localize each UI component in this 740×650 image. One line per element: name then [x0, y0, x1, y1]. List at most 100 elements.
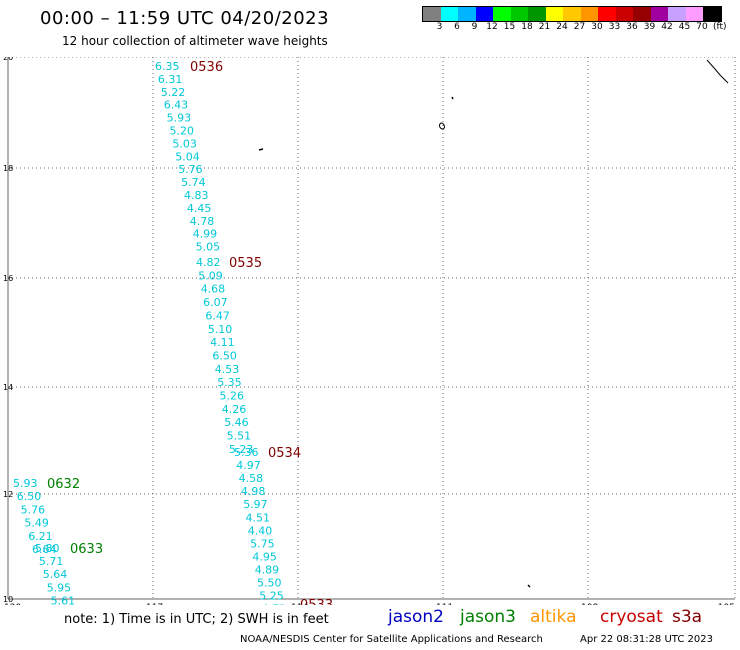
legend-item-s3a: s3a: [672, 607, 703, 627]
longitude-tick-label: -114: [288, 603, 309, 605]
wave-height-label: 5.97: [243, 498, 268, 511]
scale-label: 12: [486, 22, 498, 32]
color-scale-labels: 3 6 9 12 15 18 21 24 27 30 33 36 39 42 45 70: [422, 22, 740, 34]
altimeter-track: 5.364.974.584.985.974.514.405.754.954.89…: [234, 446, 301, 605]
wave-height-label: 4.78: [190, 215, 215, 228]
wave-height-label: 5.46: [224, 416, 249, 429]
color-scale-bar: [422, 6, 722, 22]
wave-height-label: 4.82: [196, 256, 221, 269]
scale-label: 15: [503, 22, 516, 32]
wave-height-map: -120 -117 -114 -111 -108 -105 20 18 16 14 12 10 6.3…: [1, 57, 736, 605]
longitude-tick-label: -108: [578, 603, 599, 605]
latitude-tick-label: 16: [3, 274, 13, 283]
altimeter-track: 0533: [300, 598, 333, 605]
wave-height-label: 5.76: [21, 503, 45, 516]
scale-label: 3: [436, 22, 443, 32]
wave-height-label: 5.51: [227, 430, 252, 443]
scale-swatch: [440, 7, 458, 21]
wave-height-label: 5.20: [170, 125, 195, 138]
wave-height-label: 4.68: [201, 283, 226, 296]
scale-label: 70: [696, 22, 708, 32]
color-scale-unit: (ft): [713, 22, 727, 32]
wave-height-label: 5.04: [175, 150, 200, 163]
wave-height-label: 5.09: [198, 269, 223, 282]
scale-label: 21: [538, 22, 551, 32]
altimeter-track: 5.936.505.765.496.216.64 0632: [13, 477, 80, 556]
longitude-tick-label: -120: [1, 603, 22, 605]
wave-height-label: 6.47: [205, 309, 230, 322]
track-time-label: 0536: [190, 60, 223, 75]
wave-height-label: 5.26: [220, 390, 245, 403]
scale-swatch: [475, 7, 493, 21]
wave-height-label: 6.50: [17, 490, 42, 503]
wave-height-label: 5.74: [181, 176, 206, 189]
scale-swatch: [493, 7, 511, 21]
latitude-tick-label: 10: [3, 595, 13, 604]
track-time-label: 0535: [229, 256, 262, 271]
scale-swatch: [528, 7, 546, 21]
wave-height-label: 5.36: [234, 446, 259, 459]
wave-height-label: 4.58: [239, 472, 264, 485]
wave-height-label: 5.25: [259, 590, 284, 603]
scale-label: 30: [591, 22, 603, 32]
wave-height-label: 5.75: [250, 537, 275, 550]
altimeter-track: 4.825.094.686.076.475.104.116.504.535.35…: [196, 256, 262, 456]
wave-height-label: 5.61: [51, 594, 76, 605]
wave-height-label: 6.64: [32, 543, 57, 556]
wave-height-label: 6.43: [164, 99, 189, 112]
scale-swatch: [458, 7, 476, 21]
altimeter-tracks: 6.356.315.226.435.935.205.035.045.765.74…: [13, 60, 333, 605]
map-subtitle: 12 hour collection of altimeter wave hei…: [62, 34, 328, 48]
track-time-label: 0633: [70, 542, 103, 557]
wave-height-label: 4.72: [262, 603, 287, 605]
wave-height-label: 4.98: [241, 485, 266, 498]
scale-label: 36: [626, 22, 638, 32]
credit-line: NOAA/NESDIS Center for Satellite Applica…: [240, 634, 543, 645]
scale-swatch: [510, 7, 528, 21]
scale-label: 33: [608, 22, 621, 32]
wave-height-label: 4.89: [255, 564, 280, 577]
axis-tick-labels: -120 -117 -114 -111 -108 -105 20 18 16 14 12 10: [1, 57, 735, 605]
scale-label: 24: [556, 22, 568, 32]
track-time-label: 0534: [268, 446, 301, 461]
scale-swatch: [615, 7, 633, 21]
coastline: [258, 59, 729, 588]
wave-height-label: 5.50: [257, 577, 282, 590]
scale-swatch: [580, 7, 598, 21]
scale-label: 6: [454, 22, 460, 32]
wave-height-label: 5.23: [229, 443, 254, 456]
wave-height-label: 5.03: [172, 137, 197, 150]
wave-height-label: 6.31: [158, 73, 183, 86]
scale-label: 9: [471, 22, 478, 32]
scale-swatch: [703, 7, 721, 21]
latitude-tick-label: 14: [3, 383, 13, 392]
latitude-tick-label: 12: [3, 490, 13, 499]
legend-item-jason3: jason3: [460, 607, 516, 627]
scale-label: 27: [573, 22, 586, 32]
latitude-tick-label: 20: [3, 57, 13, 62]
wave-height-label: 4.99: [193, 228, 218, 241]
wave-height-label: 4.26: [222, 403, 247, 416]
scale-label: 18: [521, 22, 533, 32]
scale-label: 42: [661, 22, 673, 32]
scale-swatch: [685, 7, 703, 21]
scale-swatch: [423, 7, 441, 21]
wave-height-label: 5.76: [178, 163, 203, 176]
wave-height-label: 5.93: [13, 477, 38, 490]
wave-height-label: 6.50: [212, 349, 237, 362]
wave-height-label: 5.10: [208, 323, 233, 336]
wave-height-label: 4.11: [210, 336, 235, 349]
latitude-tick-label: 18: [3, 164, 13, 173]
scale-swatch: [633, 7, 651, 21]
wave-height-label: 5.71: [39, 555, 64, 568]
wave-height-label: 5.05: [196, 241, 221, 254]
map-grid: [7, 57, 736, 600]
scale-swatch: [650, 7, 668, 21]
wave-height-label: 4.97: [236, 459, 260, 472]
wave-height-label: 6.07: [203, 296, 228, 309]
scale-swatch: [598, 7, 616, 21]
wave-height-label: 6.21: [28, 530, 53, 543]
map-title: 00:00 – 11:59 UTC 04/20/2023: [40, 8, 330, 29]
legend-item-cryosat: cryosat: [600, 607, 663, 627]
track-time-label: 0632: [47, 477, 80, 492]
